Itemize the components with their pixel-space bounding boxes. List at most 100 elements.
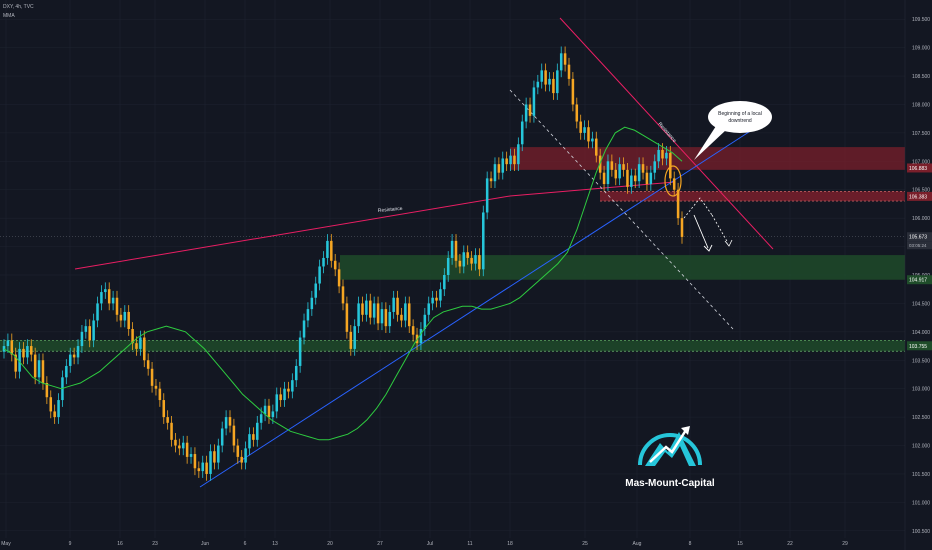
candle xyxy=(524,97,528,129)
candle-body xyxy=(556,70,559,94)
x-tick-label: 13 xyxy=(272,541,278,547)
candle-body xyxy=(392,297,395,312)
y-tick-label: 103.500 xyxy=(912,358,930,364)
candle-body xyxy=(353,326,356,349)
candle-body xyxy=(369,300,372,318)
candle-body xyxy=(497,164,501,173)
candle xyxy=(127,305,130,336)
x-tick-label: Aug xyxy=(633,541,642,547)
x-axis: May 9 16 23 Jun 6 13 20 27 Jul 11 18 25 Aug 8 15 22 29 xyxy=(1,541,848,547)
candle xyxy=(76,339,80,365)
candle xyxy=(209,444,212,481)
candle xyxy=(193,447,197,476)
y-tick-label: 104.000 xyxy=(912,330,930,336)
candle-body xyxy=(298,337,302,366)
candle-body xyxy=(170,422,173,440)
candle xyxy=(41,353,45,390)
candle-body xyxy=(493,164,497,182)
candle xyxy=(291,373,294,399)
candle-body xyxy=(248,434,251,449)
candle-body xyxy=(139,337,142,349)
y-tick-label: 109.500 xyxy=(912,17,930,23)
candle xyxy=(458,253,462,274)
candle xyxy=(645,165,649,191)
candle xyxy=(119,307,123,328)
candle xyxy=(567,57,571,86)
candle-body xyxy=(676,189,680,219)
candle-body xyxy=(466,252,469,258)
brand-logo-icon xyxy=(638,426,702,466)
candle xyxy=(676,182,680,225)
candle xyxy=(166,410,169,430)
candle xyxy=(583,120,586,140)
candle xyxy=(57,393,60,424)
candle xyxy=(123,305,127,328)
candle-body xyxy=(505,158,508,165)
candle-body xyxy=(672,178,676,190)
candle-body xyxy=(162,400,166,418)
candle-body xyxy=(423,314,427,329)
candle-body xyxy=(407,303,411,327)
candle xyxy=(310,290,314,316)
x-tick-label: 29 xyxy=(842,541,848,547)
candle xyxy=(33,347,37,385)
y-tick-label: 107.000 xyxy=(912,159,930,165)
candle-body xyxy=(314,283,317,298)
candle xyxy=(224,410,228,436)
candle xyxy=(88,319,91,348)
candle xyxy=(294,359,298,387)
candle-body xyxy=(649,172,653,185)
candle xyxy=(197,461,201,478)
candle xyxy=(228,410,232,433)
candle-body xyxy=(595,138,598,156)
candle-body xyxy=(6,340,10,347)
candle-body xyxy=(458,260,462,267)
candle xyxy=(579,114,582,140)
candle xyxy=(505,151,508,171)
candle-body xyxy=(181,442,185,449)
candle-body xyxy=(57,400,60,418)
candle xyxy=(622,157,625,177)
candle xyxy=(388,305,392,333)
candle-body xyxy=(185,442,189,457)
candle xyxy=(111,290,115,311)
candle-body xyxy=(154,385,158,389)
candle-body xyxy=(474,255,477,264)
candle-body xyxy=(653,161,656,173)
candle xyxy=(536,74,540,95)
candle xyxy=(369,293,372,325)
price-label-text: 104.917 xyxy=(909,278,927,284)
candle-body xyxy=(158,388,162,401)
candle xyxy=(18,342,21,379)
candle-body xyxy=(614,169,618,179)
candle-body xyxy=(665,152,668,159)
candle xyxy=(384,302,388,333)
candle-body xyxy=(427,303,430,315)
candle xyxy=(653,154,656,180)
candle-body xyxy=(107,289,111,304)
y-axis: 109.500 109.000 108.500 108.000 107.500 107.0… xyxy=(904,0,930,550)
candle xyxy=(552,72,555,100)
candle-body xyxy=(209,451,212,474)
candle-body xyxy=(443,275,446,290)
candle-body xyxy=(337,269,341,287)
candle xyxy=(520,114,524,152)
candle-body xyxy=(501,158,505,173)
candle xyxy=(372,296,376,325)
candle xyxy=(318,259,321,291)
candle xyxy=(482,205,485,277)
candle xyxy=(213,444,216,470)
candle xyxy=(404,296,407,328)
candle xyxy=(314,276,317,305)
candle-body xyxy=(92,320,95,341)
candle-body xyxy=(517,144,520,165)
candle-body xyxy=(626,169,629,187)
candle-body xyxy=(520,121,524,145)
x-tick-label: 9 xyxy=(69,541,72,547)
candle xyxy=(357,296,360,333)
candle-body xyxy=(376,303,380,324)
y-tick-label: 109.000 xyxy=(912,46,930,52)
candle xyxy=(22,342,25,365)
x-tick-label: Jun xyxy=(201,541,209,547)
